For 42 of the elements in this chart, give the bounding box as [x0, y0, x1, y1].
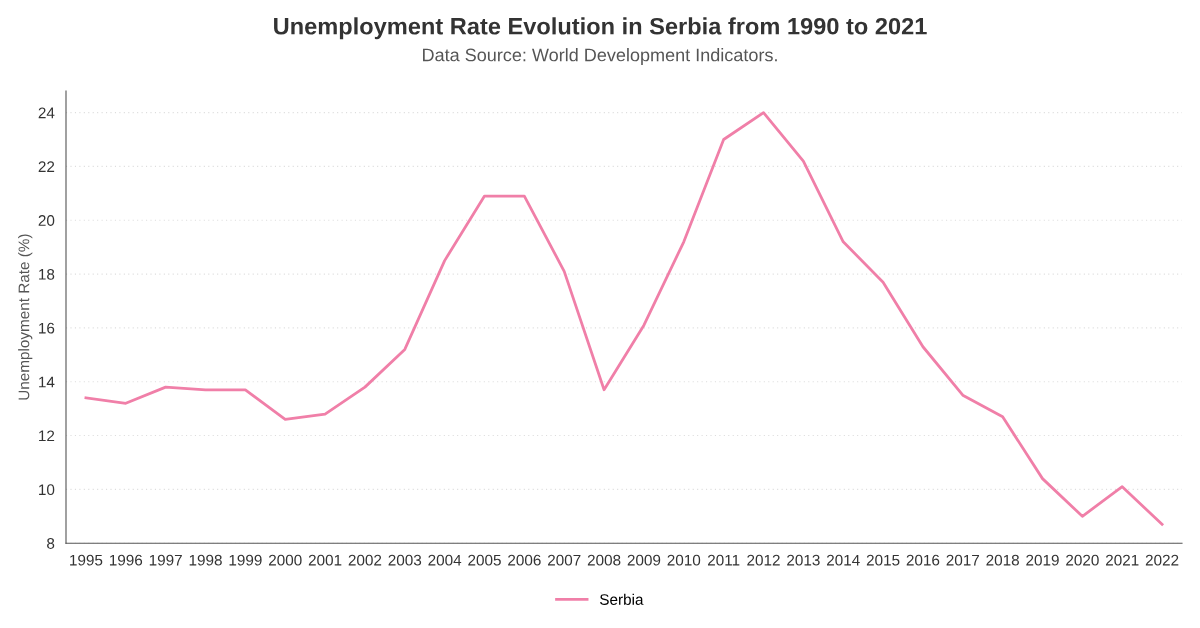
x-tick-label: 2013: [787, 554, 820, 566]
x-tick-label: 1998: [189, 554, 222, 566]
x-tick-label: 2007: [547, 554, 581, 566]
y-tick-label: 14: [39, 376, 55, 388]
x-tick-label: 1999: [229, 554, 262, 566]
x-tick-label: 2017: [946, 554, 980, 566]
x-tick-label: 1997: [149, 554, 182, 566]
x-tick-label: 2001: [308, 554, 342, 566]
x-tick-label: 2014: [826, 554, 860, 566]
chart-title: Unemployment Rate Evolution in Serbia from 1990 to 2021: [274, 17, 927, 40]
x-tick-label: 2010: [667, 554, 701, 566]
x-tick-label: 2005: [468, 554, 501, 566]
x-tick-label: 2000: [268, 554, 302, 566]
x-tick-label: 2004: [428, 554, 462, 566]
x-tick-label: 1996: [109, 554, 143, 566]
y-tick-label: 8: [47, 538, 55, 549]
line-series: [84, 111, 1164, 526]
x-tick-label: 2016: [906, 554, 940, 566]
y-axis-title: Unemployment Rate (%): [18, 234, 33, 400]
y-tick-label: 20: [38, 215, 55, 226]
x-tick-label: 2018: [986, 554, 1019, 566]
x-tick-label: 2022: [1145, 554, 1179, 566]
y-tick-label: 18: [39, 268, 55, 280]
chart-subtitle: Data Source: World Development Indicators.: [423, 48, 777, 65]
y-tick-label: 16: [39, 322, 55, 334]
x-tick-label: 2011: [707, 554, 740, 566]
x-tick-label: 2009: [627, 554, 661, 566]
x-tick-label: 2019: [1026, 554, 1059, 566]
x-tick-label: 1995: [70, 554, 103, 566]
y-tick-label: 10: [39, 484, 55, 496]
legend-label: Serbia: [600, 593, 644, 605]
x-tick-label: 2020: [1066, 554, 1099, 566]
x-tick-label: 2006: [508, 554, 541, 566]
x-tick-label: 2003: [388, 554, 422, 566]
x-tick-label: 2021: [1105, 554, 1139, 566]
x-tick-label: 2008: [587, 554, 621, 566]
y-tick-label: 24: [38, 107, 55, 119]
x-tick-label: 2012: [747, 554, 780, 566]
y-tick-label: 12: [39, 430, 55, 442]
x-tick-label: 2002: [348, 554, 382, 566]
y-tick-label: 22: [38, 161, 55, 172]
x-tick-label: 2015: [866, 554, 900, 566]
